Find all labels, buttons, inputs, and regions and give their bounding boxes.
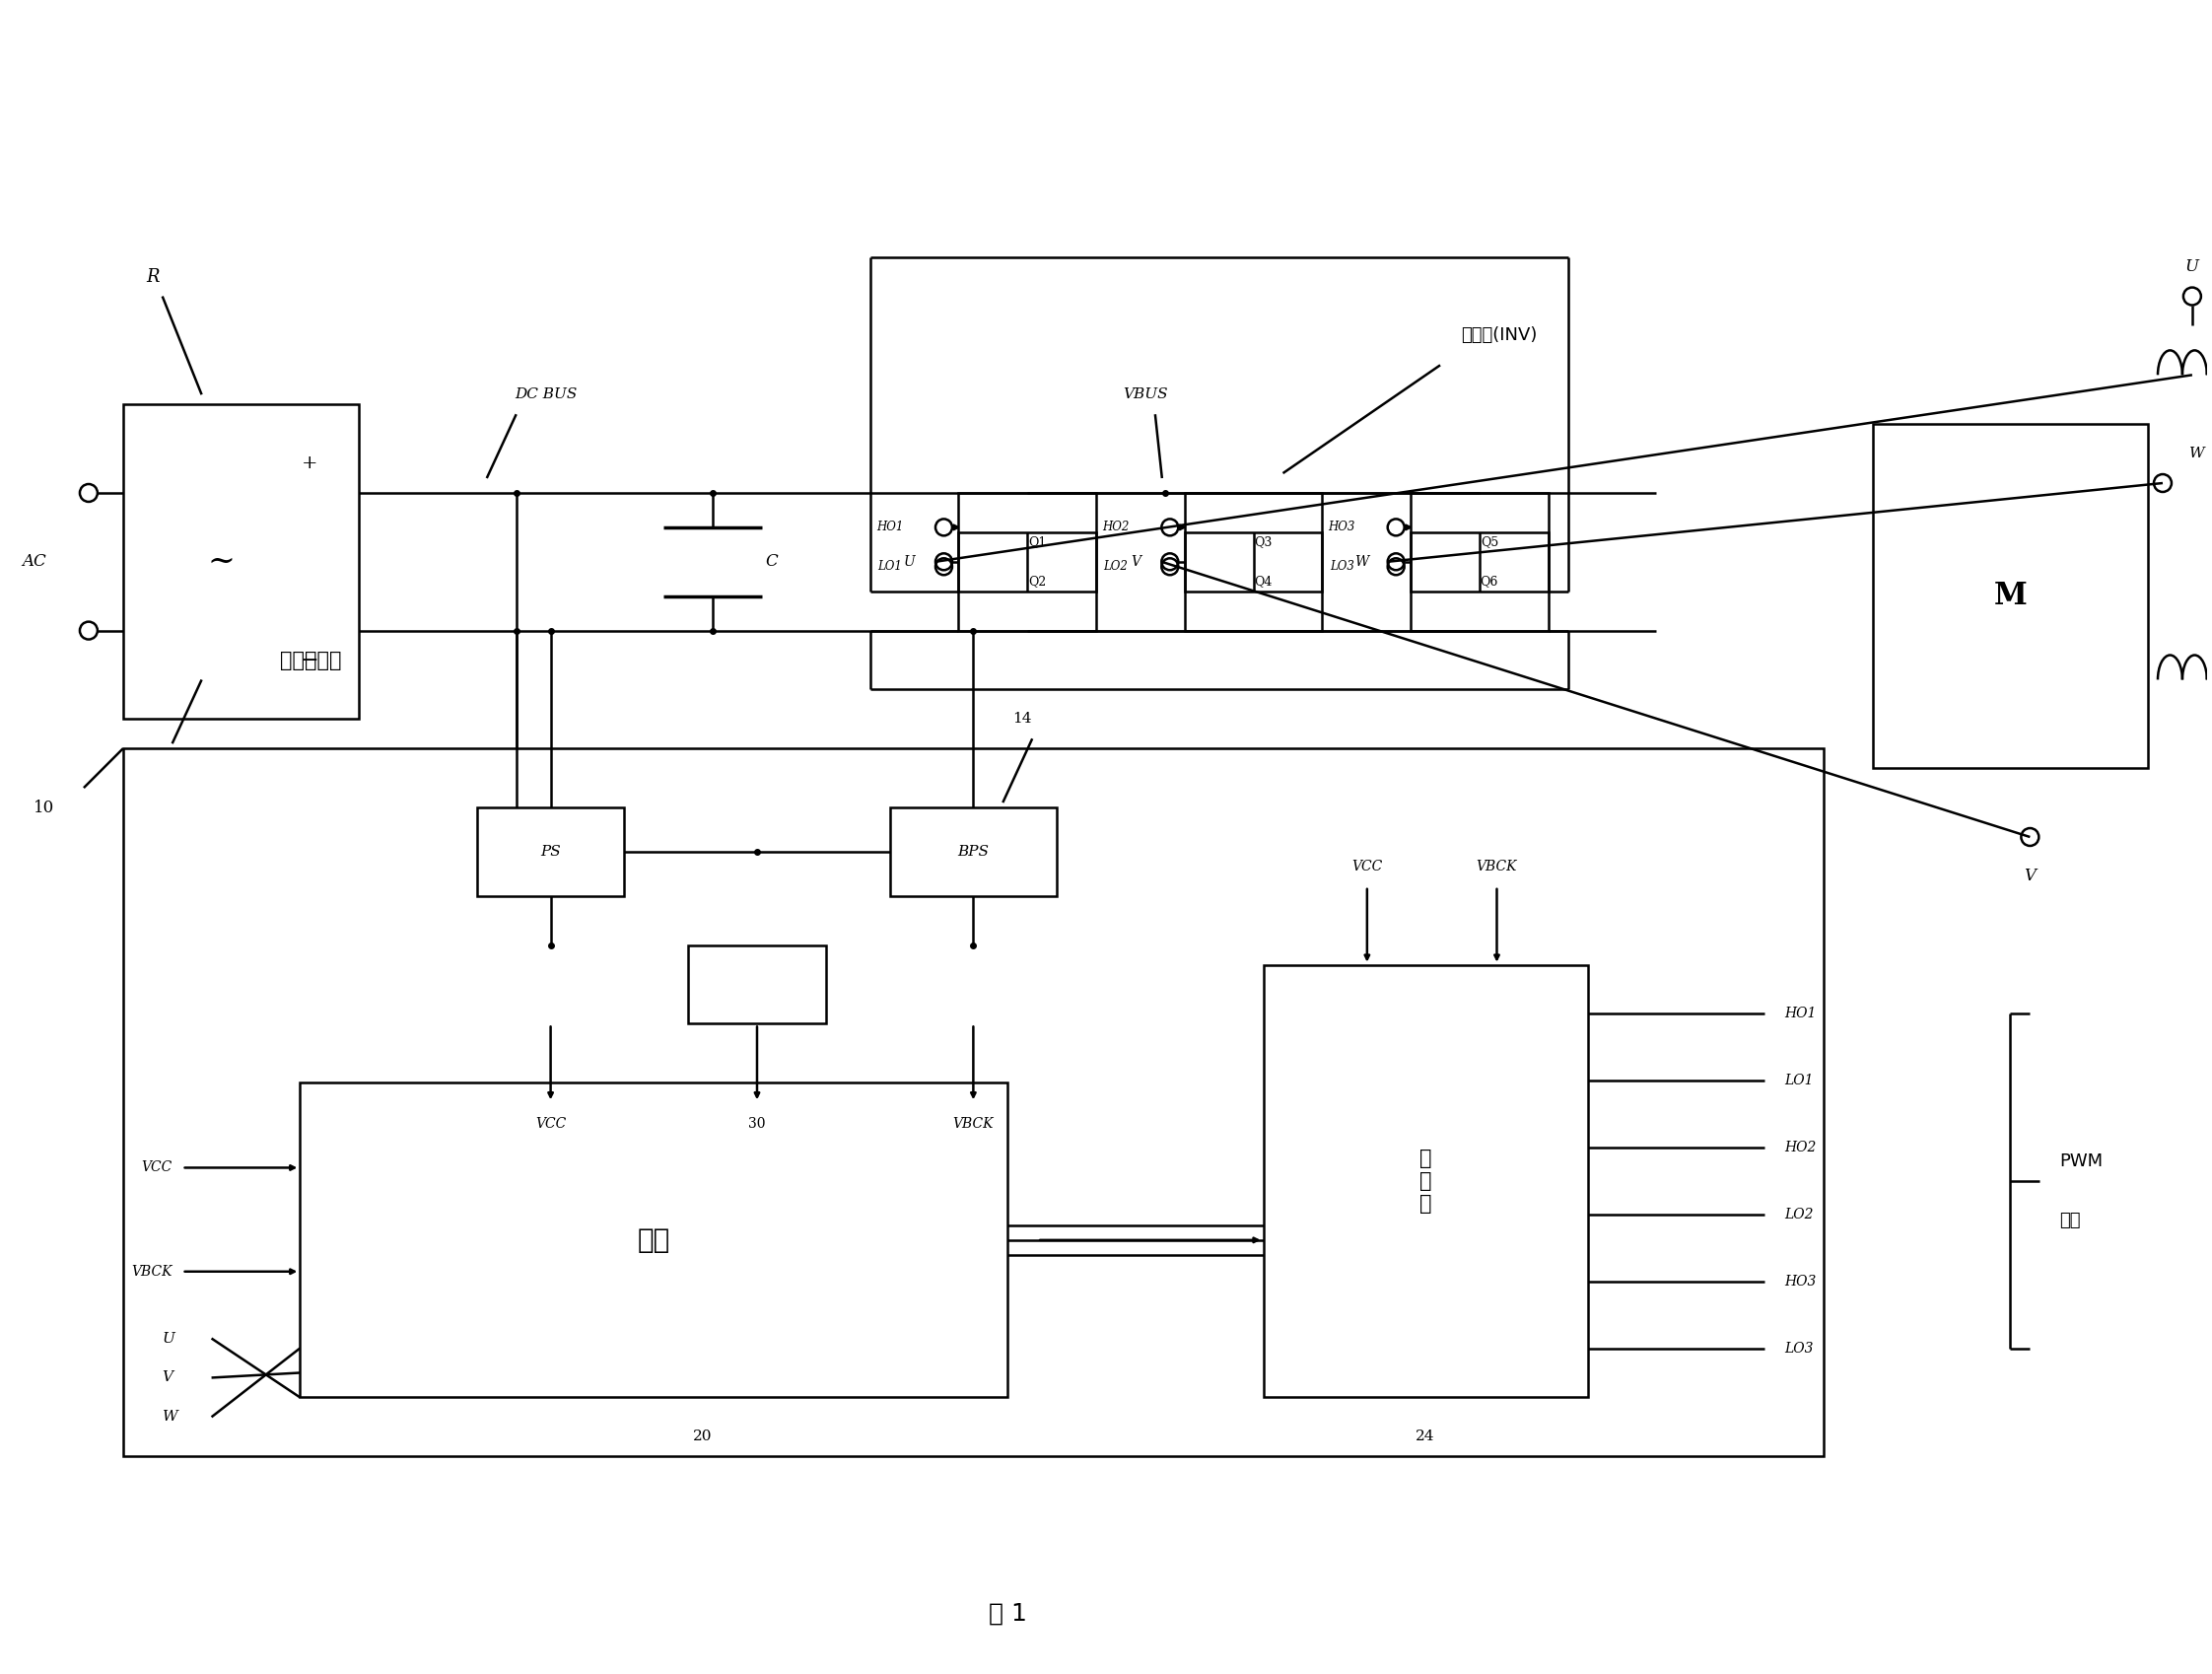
Bar [124,405,358,720]
Text: Q6: Q6 [1480,574,1498,588]
Text: 20: 20 [692,1430,712,1443]
Text: AC: AC [22,554,46,571]
Text: HO3: HO3 [1785,1274,1816,1289]
Text: LO1: LO1 [878,561,902,573]
Text: Q4: Q4 [1254,574,1272,588]
Text: HO2: HO2 [1102,521,1130,534]
Text: 图 1: 图 1 [989,1602,1026,1625]
Text: VCC: VCC [1352,859,1382,874]
Text: ~: ~ [208,546,234,578]
Text: DC BUS: DC BUS [515,388,577,402]
Text: 驱
动
器: 驱 动 器 [1420,1148,1431,1214]
Bar [889,807,1057,896]
Bar [478,807,624,896]
Text: Q1: Q1 [1029,536,1046,549]
Text: VCC: VCC [535,1117,566,1132]
Text: VCC: VCC [142,1160,173,1175]
Text: HO2: HO2 [1785,1140,1816,1155]
Text: V: V [161,1371,173,1384]
Text: V: V [1130,554,1141,569]
Text: HO1: HO1 [1785,1008,1816,1021]
Text: 逆变器(INV): 逆变器(INV) [1462,326,1537,345]
Bar [1186,492,1323,591]
Text: LO2: LO2 [1785,1207,1814,1222]
Bar [1411,532,1548,631]
Bar [1263,964,1588,1398]
Text: LO3: LO3 [1329,561,1354,573]
Text: W: W [2190,447,2205,460]
Text: 栅极驱动器: 栅极驱动器 [281,650,343,670]
Text: HO3: HO3 [1329,521,1356,534]
Text: BPS: BPS [958,845,989,859]
Text: U: U [2185,258,2199,275]
Text: HO1: HO1 [876,521,902,534]
Text: VBUS: VBUS [1124,388,1168,402]
Text: Q2: Q2 [1029,574,1046,588]
Text: LO1: LO1 [1785,1075,1814,1088]
Text: Q3: Q3 [1254,536,1272,549]
Text: 24: 24 [1416,1430,1436,1443]
Text: 10: 10 [33,798,55,815]
Text: 14: 14 [1013,711,1033,727]
Bar [301,1083,1009,1398]
Text: 控制: 控制 [637,1227,670,1254]
Bar [1186,532,1323,631]
Text: VBCK: VBCK [1475,859,1517,874]
Text: M: M [1993,581,2026,611]
Text: 30: 30 [748,1117,765,1132]
Text: PS: PS [540,845,562,859]
Text: 控制: 控制 [2059,1212,2081,1229]
Bar [958,492,1097,591]
Text: V: V [2024,867,2035,884]
Text: W: W [161,1410,177,1425]
Text: VBCK: VBCK [953,1117,993,1132]
Text: C: C [765,554,779,571]
Bar [1411,492,1548,591]
Text: LO2: LO2 [1104,561,1128,573]
Text: VBCK: VBCK [131,1264,173,1279]
Text: LO3: LO3 [1785,1341,1814,1356]
Text: R: R [146,268,159,286]
Text: PWM: PWM [2059,1152,2104,1170]
Text: +: + [301,455,319,472]
Text: U: U [161,1331,175,1346]
Text: W: W [1354,554,1369,569]
Text: U: U [905,554,916,569]
Bar [958,532,1097,631]
Bar [124,748,1823,1456]
Bar [1874,424,2148,768]
Text: Q5: Q5 [1480,536,1498,549]
Text: −: − [301,650,319,671]
Bar [688,946,825,1024]
